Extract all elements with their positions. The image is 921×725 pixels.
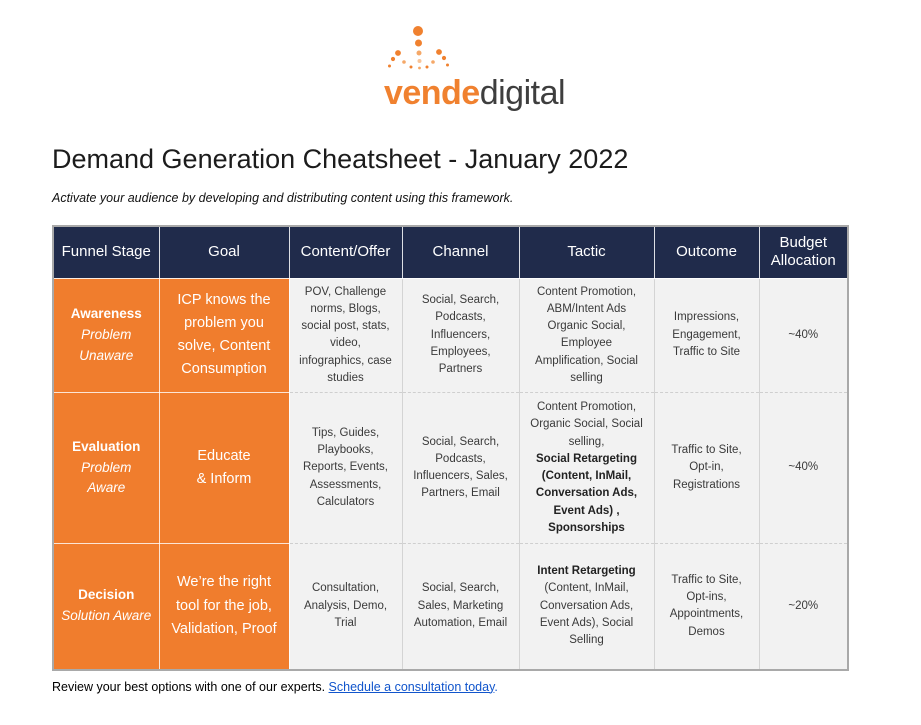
- content-offer-cell: Consultation, Analysis, Demo, Trial: [288, 543, 403, 670]
- budget-allocation-cell: ~40%: [758, 392, 849, 544]
- funnel-stage-name: Evaluation: [72, 438, 141, 454]
- tactic-text: Content Promotion, Organic Social, Socia…: [530, 401, 643, 448]
- funnel-stage-name: Awareness: [70, 305, 142, 321]
- column-header: Goal: [158, 225, 290, 279]
- table-row: Evaluation Problem Aware Educate & Inform T…: [52, 392, 849, 544]
- table-row: Decision Solution Aware We’re the right to…: [52, 543, 849, 670]
- tactic-text: (Content, InMail, Conversation Ads, Even…: [539, 582, 634, 647]
- logo-dots-icon: [387, 26, 449, 70]
- tactic-cell: Intent Retargeting (Content, InMail, Con…: [518, 543, 655, 670]
- channel-cell: Social, Search, Podcasts, Influencers, E…: [401, 277, 520, 393]
- column-header: Content/Offer: [288, 225, 403, 279]
- goal-cell: Educate & Inform: [158, 392, 290, 544]
- budget-allocation-cell: ~40%: [758, 277, 849, 393]
- funnel-stage-subtitle: Solution Aware: [61, 608, 152, 624]
- outcome-cell: Impressions, Engagement, Traffic to Site: [653, 277, 760, 393]
- outcome-cell: Traffic to Site, Opt-ins, Appointments, …: [653, 543, 760, 670]
- page-subtitle: Activate your audience by developing and…: [52, 191, 514, 205]
- funnel-stage-cell: Awareness Problem Unaware: [52, 277, 160, 393]
- cheatsheet-table: Funnel Stage Goal Content/Offer Channel Tact…: [52, 225, 849, 671]
- footer-text: Review your best options with one of our…: [52, 679, 329, 694]
- table-header-row: Funnel Stage Goal Content/Offer Channel Tact…: [52, 225, 849, 279]
- footer-note: Review your best options with one of our…: [52, 680, 921, 694]
- channel-cell: Social, Search, Podcasts, Influencers, S…: [401, 392, 520, 544]
- tactic-text-bold: Social Retargeting (Content, InMail, Con…: [535, 452, 638, 534]
- funnel-stage-subtitle: Problem Aware: [81, 459, 132, 496]
- funnel-stage-cell: Evaluation Problem Aware: [52, 392, 160, 544]
- tactic-text-bold: Intent Retargeting: [537, 565, 636, 578]
- tactic-cell: Content Promotion, ABM/Intent Ads Organi…: [518, 277, 655, 393]
- column-header: Funnel Stage: [52, 225, 160, 279]
- logo-wordmark-digital: digital: [479, 74, 566, 112]
- goal-cell: ICP knows the problem you solve, Content…: [158, 277, 290, 393]
- vende-digital-logo: vendedigital: [383, 22, 566, 112]
- logo-wordmark: vendedigital: [383, 74, 566, 112]
- goal-cell: We’re the right tool for the job, Valida…: [158, 543, 290, 670]
- table-row: Awareness Problem Unaware ICP knows the pr…: [52, 277, 849, 393]
- funnel-stage-subtitle: Problem Unaware: [79, 326, 134, 363]
- funnel-stage-cell: Decision Solution Aware: [52, 543, 160, 670]
- content-offer-cell: POV, Challenge norms, Blogs, social post…: [288, 277, 403, 393]
- table-body: Awareness Problem Unaware ICP knows the pr…: [52, 277, 849, 670]
- column-header: Channel: [401, 225, 520, 279]
- footer-period: .: [494, 679, 498, 694]
- schedule-consultation-link[interactable]: Schedule a consultation today: [328, 679, 495, 694]
- column-header: Outcome: [653, 225, 760, 279]
- outcome-cell: Traffic to Site, Opt-in, Registrations: [653, 392, 760, 544]
- column-header: Tactic: [518, 225, 655, 279]
- content-offer-cell: Tips, Guides, Playbooks, Reports, Events…: [288, 392, 403, 544]
- page-title: Demand Generation Cheatsheet - January 2…: [52, 144, 629, 174]
- column-header: Budget Allocation: [758, 225, 849, 279]
- logo-wordmark-vende: vende: [383, 74, 480, 112]
- tactic-text: Content Promotion, ABM/Intent Ads Organi…: [535, 285, 638, 384]
- budget-allocation-cell: ~20%: [758, 543, 849, 670]
- tactic-cell: Content Promotion, Organic Social, Socia…: [518, 392, 655, 544]
- funnel-stage-name: Decision: [78, 587, 135, 603]
- channel-cell: Social, Search, Sales, Marketing Automat…: [401, 543, 520, 670]
